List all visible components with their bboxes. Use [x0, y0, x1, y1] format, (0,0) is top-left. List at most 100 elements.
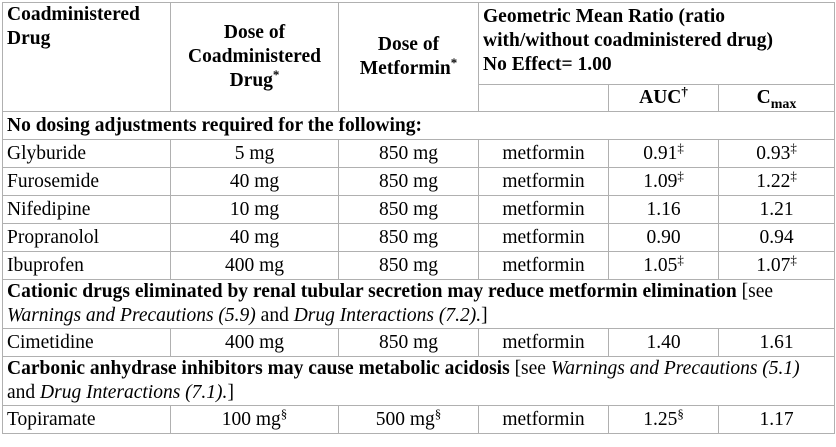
section-heading: No dosing adjustments required for the f… — [1, 111, 836, 140]
heading-part: Warnings and Precautions (5.1) — [550, 358, 800, 379]
data-row: Topiramate 100 mg§ 500 mg§ metformin 1.25§ 1.… — [2, 405, 836, 434]
cell: Propranolol — [2, 223, 171, 252]
footnote-mark: ‡ — [677, 251, 684, 267]
header-note: No Effect= 1.00 — [483, 54, 612, 75]
cell-text: metformin — [502, 226, 585, 248]
data-row: Ibuprofen 400 mg 850 mg metformin 1.05‡ 1.07‡ — [2, 251, 836, 280]
cell-text: Ibuprofen — [7, 254, 84, 276]
header-cell: Dose of Metformin* — [338, 2, 479, 112]
cell-text: 1.09 — [643, 170, 678, 192]
data-row: Glyburide 5 mg 850 mg metformin 0.91‡ 0.93‡ — [2, 139, 836, 168]
cell: 850 mg — [338, 328, 479, 357]
cell-text: 400 mg — [224, 331, 285, 353]
cell-text: 850 mg — [378, 170, 439, 192]
cell: 400 mg — [170, 251, 339, 280]
cell-text: 1.61 — [759, 331, 794, 353]
cell-text: metformin — [502, 170, 585, 192]
cell: 1.25§ — [608, 405, 719, 434]
cell: 40 mg — [170, 223, 339, 252]
cell: 0.94 — [717, 223, 836, 252]
cell-text: 5 mg — [234, 142, 275, 164]
heading-part: No dosing adjustments required for the f… — [7, 114, 422, 136]
cell: 500 mg§ — [338, 405, 479, 434]
heading-part: and — [255, 305, 294, 326]
cell-text: 1.17 — [759, 408, 794, 430]
cell-text: 0.91 — [643, 142, 678, 164]
cell-text: metformin — [502, 331, 585, 353]
cell: 1.05‡ — [608, 251, 719, 280]
header-text: Geometric Mean Ratio (ratio with/without… — [483, 6, 773, 51]
heading-part: [see — [509, 358, 551, 379]
heading-part: Cationic drugs eliminated by renal tubul… — [7, 281, 737, 302]
cell: 1.21 — [717, 195, 836, 224]
cell-text: 850 mg — [378, 198, 439, 220]
data-row: Cimetidine 400 mg 850 mg metformin 1.40 1.61 — [2, 328, 836, 357]
cell-text: Topiramate — [7, 408, 96, 430]
heading-part: [see — [736, 281, 774, 302]
header-text: Dose of Metformin — [359, 34, 451, 79]
cell-text: 500 mg — [375, 408, 435, 430]
footnote-mark: ‡ — [790, 167, 797, 183]
cell: metformin — [478, 223, 609, 252]
cell: Ibuprofen — [2, 251, 171, 280]
cell: 1.16 — [608, 195, 719, 224]
footnote-mark: * — [450, 55, 458, 70]
cell: 1.61 — [717, 328, 836, 357]
header-text: C — [756, 87, 771, 108]
heading-part: ] — [227, 382, 234, 403]
footnote-mark: ‡ — [677, 139, 684, 155]
cell-text: Propranolol — [7, 226, 100, 248]
section-row: Cationic drugs eliminated by renal tubul… — [1, 279, 836, 329]
cell-text: Glyburide — [7, 142, 87, 164]
cell: Cimetidine — [2, 328, 171, 357]
cell-text: 0.94 — [759, 226, 794, 248]
header-text: AUC — [639, 87, 682, 108]
header-cell: Coadministered Drug — [2, 2, 171, 112]
cell-text: metformin — [502, 408, 585, 430]
cell-text: 40 mg — [229, 226, 280, 248]
cell-text: 850 mg — [378, 254, 439, 276]
cell-text: 400 mg — [224, 254, 285, 276]
data-row: Propranolol 40 mg 850 mg metformin 0.90 0.94 — [2, 223, 836, 252]
table-header: Coadministered Drug Dose of Coadminister… — [2, 2, 836, 112]
cell: 1.22‡ — [717, 167, 836, 196]
cell-text: 10 mg — [229, 198, 280, 220]
cell: 0.91‡ — [608, 139, 719, 168]
cell-text: 1.25 — [643, 408, 678, 430]
cell-text: 850 mg — [378, 331, 439, 353]
cell: Glyburide — [2, 139, 171, 168]
heading-part: and — [7, 382, 41, 403]
header-cell: Dose of Coadministered Drug* — [170, 2, 339, 112]
cell: 1.07‡ — [717, 251, 836, 280]
footnote-mark: § — [677, 405, 684, 421]
cell: metformin — [478, 167, 609, 196]
cell: 850 mg — [338, 251, 479, 280]
cell: 1.17 — [717, 405, 836, 434]
header-text: Dose of Coadministered Drug — [188, 22, 321, 91]
section-heading: Carbonic anhydrase inhibitors may cause … — [1, 356, 836, 406]
data-row: Furosemide 40 mg 850 mg metformin 1.09‡ 1.22‡ — [2, 167, 836, 196]
cell-text: 850 mg — [378, 226, 439, 248]
cell: metformin — [478, 405, 609, 434]
footnote-mark: § — [434, 405, 442, 421]
cell-text: 40 mg — [229, 170, 280, 192]
section-row: No dosing adjustments required for the f… — [1, 111, 836, 140]
cell-text: 1.40 — [646, 331, 681, 353]
cell-text: metformin — [502, 254, 585, 276]
footnote-mark: † — [681, 84, 688, 99]
cell: metformin — [478, 139, 609, 168]
footnote-mark: ‡ — [677, 167, 684, 183]
cell: 400 mg — [170, 328, 339, 357]
footnote-mark: * — [272, 67, 280, 82]
cell-text: 100 mg — [221, 408, 281, 430]
cell-text: Nifedipine — [7, 198, 91, 220]
cell-text: 0.90 — [646, 226, 681, 248]
cell-text: 1.16 — [646, 198, 681, 220]
cell-text: Furosemide — [7, 170, 100, 192]
cell: Furosemide — [2, 167, 171, 196]
cell: 850 mg — [338, 195, 479, 224]
cell: 0.90 — [608, 223, 719, 252]
cell-text: 0.93 — [756, 142, 791, 164]
header-cell: AUC† — [608, 84, 719, 112]
